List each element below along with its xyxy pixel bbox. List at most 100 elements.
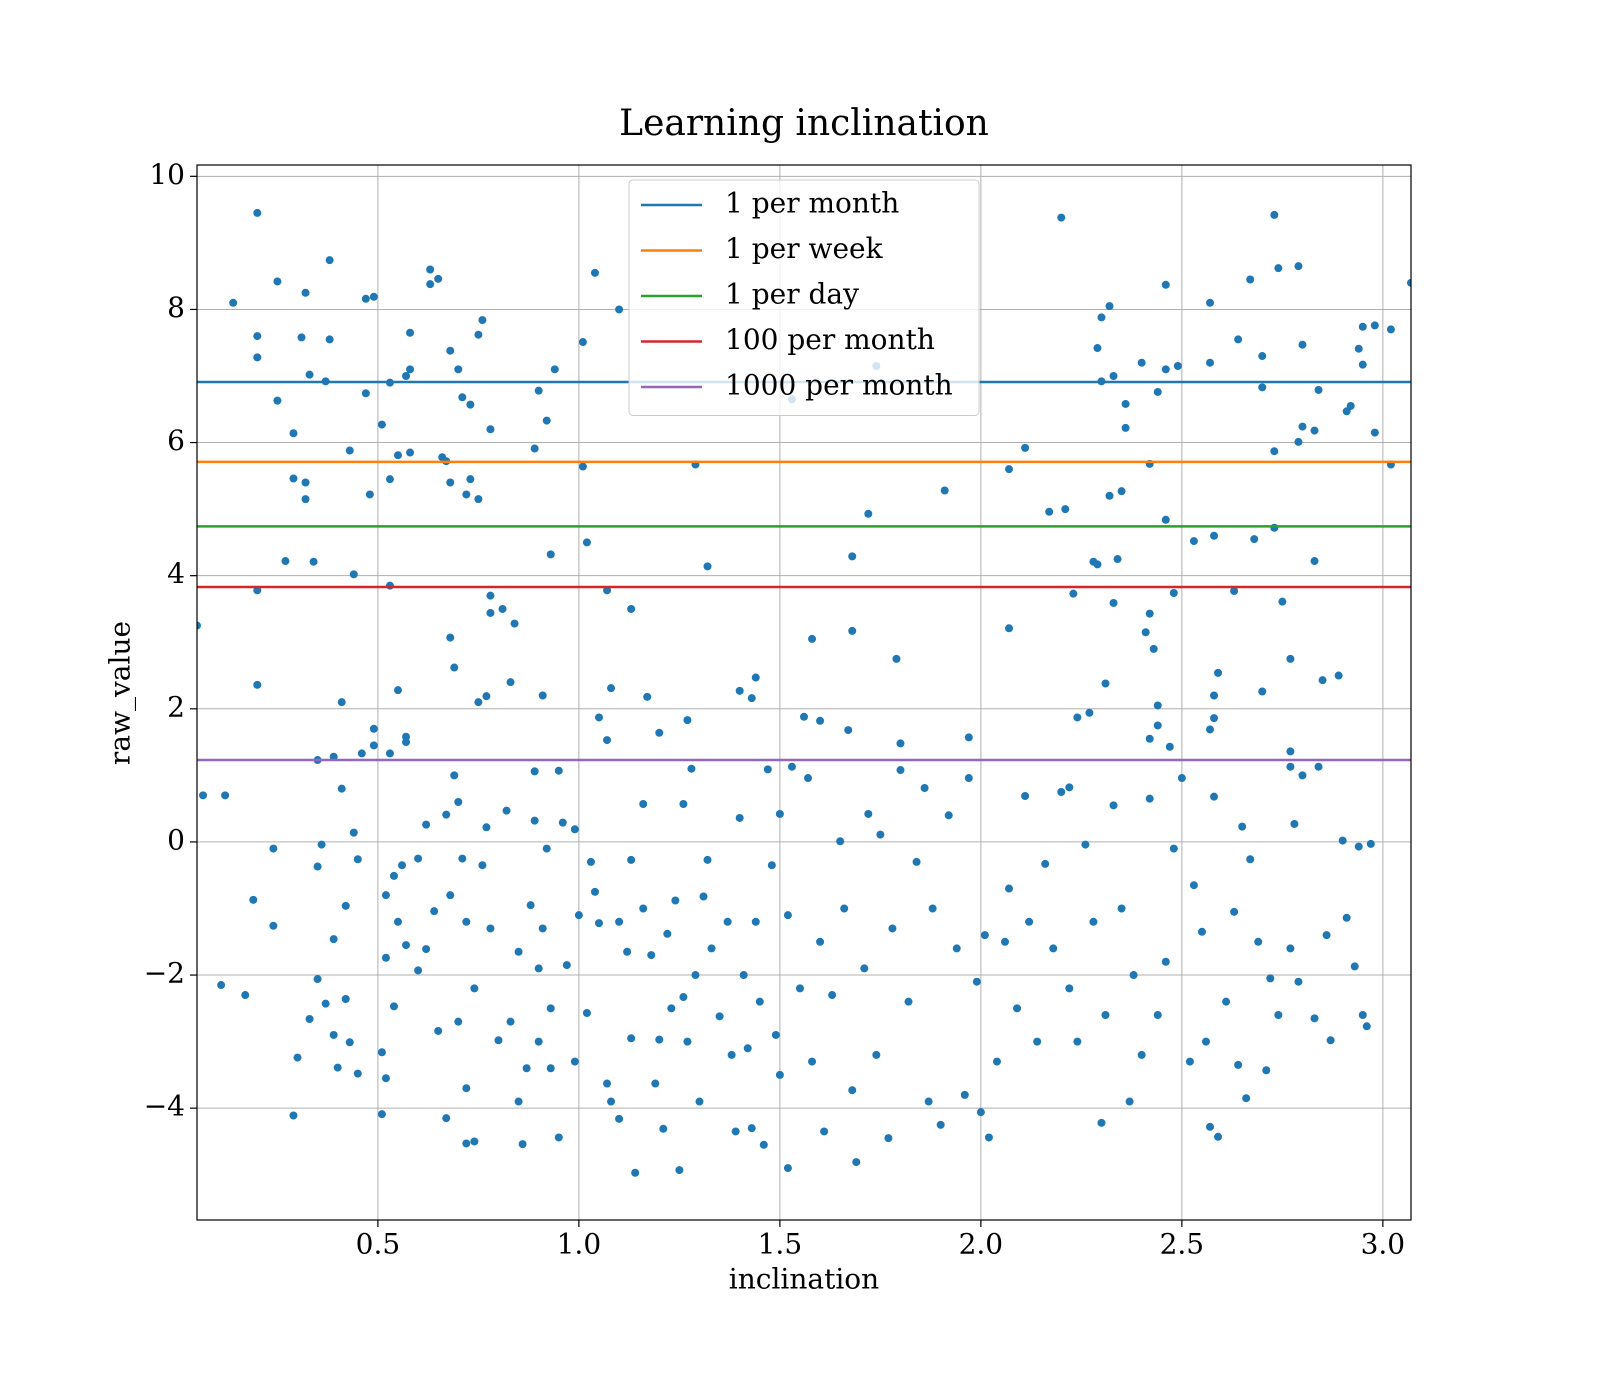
point: [1121, 399, 1130, 408]
point: [462, 1084, 471, 1093]
point: [1013, 1004, 1022, 1013]
point: [337, 784, 346, 793]
point: [526, 901, 535, 910]
point: [1109, 801, 1118, 810]
point: [751, 673, 760, 682]
point: [478, 861, 487, 870]
point: [683, 1037, 692, 1046]
point: [482, 823, 491, 832]
point: [675, 1166, 684, 1175]
point: [896, 766, 905, 775]
point: [1258, 687, 1267, 696]
point: [1286, 944, 1295, 953]
point: [940, 486, 949, 495]
point: [402, 738, 411, 747]
point: [767, 861, 776, 870]
point: [289, 474, 298, 483]
point: [1354, 344, 1363, 353]
point: [1274, 1010, 1283, 1019]
point: [1350, 962, 1359, 971]
point: [1101, 679, 1110, 688]
point: [538, 924, 547, 933]
point: [357, 749, 366, 758]
point: [321, 999, 330, 1008]
point: [1242, 1094, 1251, 1103]
y-tick-label: 6: [167, 424, 185, 457]
point: [329, 1030, 338, 1039]
point: [1113, 555, 1122, 564]
point: [1286, 654, 1295, 663]
point: [369, 724, 378, 733]
point: [590, 887, 599, 896]
point: [671, 896, 680, 905]
point: [683, 716, 692, 725]
point: [795, 984, 804, 993]
point: [434, 274, 443, 283]
point: [1061, 505, 1070, 514]
point: [534, 1037, 543, 1046]
point: [1266, 974, 1275, 983]
point: [727, 1050, 736, 1059]
point: [703, 855, 712, 864]
point: [848, 1086, 857, 1095]
point: [1334, 671, 1343, 680]
point: [731, 1127, 740, 1136]
point: [393, 917, 402, 926]
point: [763, 765, 772, 774]
point: [735, 813, 744, 822]
point: [1314, 385, 1323, 394]
point: [578, 338, 587, 347]
point: [199, 791, 208, 800]
point: [607, 684, 616, 693]
point: [466, 475, 475, 484]
point: [305, 1014, 314, 1023]
point: [430, 907, 439, 916]
point: [783, 1164, 792, 1173]
point: [1045, 507, 1054, 516]
point: [1342, 913, 1351, 922]
point: [450, 771, 459, 780]
point: [1081, 840, 1090, 849]
point: [723, 917, 732, 926]
legend-label: 100 per month: [725, 323, 935, 356]
point: [289, 429, 298, 438]
point: [518, 1140, 527, 1149]
point: [992, 1057, 1001, 1066]
point: [984, 1133, 993, 1142]
point: [1386, 325, 1395, 334]
point: [1234, 335, 1243, 344]
point: [860, 964, 869, 973]
point: [1294, 977, 1303, 986]
point: [1250, 535, 1259, 544]
point: [639, 799, 648, 808]
point: [816, 937, 825, 946]
point: [454, 797, 463, 806]
point: [217, 981, 226, 990]
point: [458, 393, 467, 402]
point: [928, 904, 937, 913]
point: [691, 971, 700, 980]
point: [715, 1012, 724, 1021]
point: [1033, 1037, 1042, 1046]
y-tick-label: −4: [144, 1090, 185, 1123]
point: [450, 663, 459, 672]
point: [1234, 1060, 1243, 1069]
point: [904, 997, 913, 1006]
point: [594, 713, 603, 722]
point: [337, 698, 346, 707]
point: [1246, 275, 1255, 284]
point: [1258, 352, 1267, 361]
point: [454, 365, 463, 374]
point: [325, 335, 334, 344]
point: [627, 1034, 636, 1043]
point: [1206, 298, 1215, 307]
point: [341, 995, 350, 1004]
point: [747, 1124, 756, 1133]
point: [454, 1017, 463, 1026]
point: [1073, 1037, 1082, 1046]
point: [655, 1035, 664, 1044]
point: [494, 1036, 503, 1045]
point: [1057, 788, 1066, 797]
point: [446, 346, 455, 355]
